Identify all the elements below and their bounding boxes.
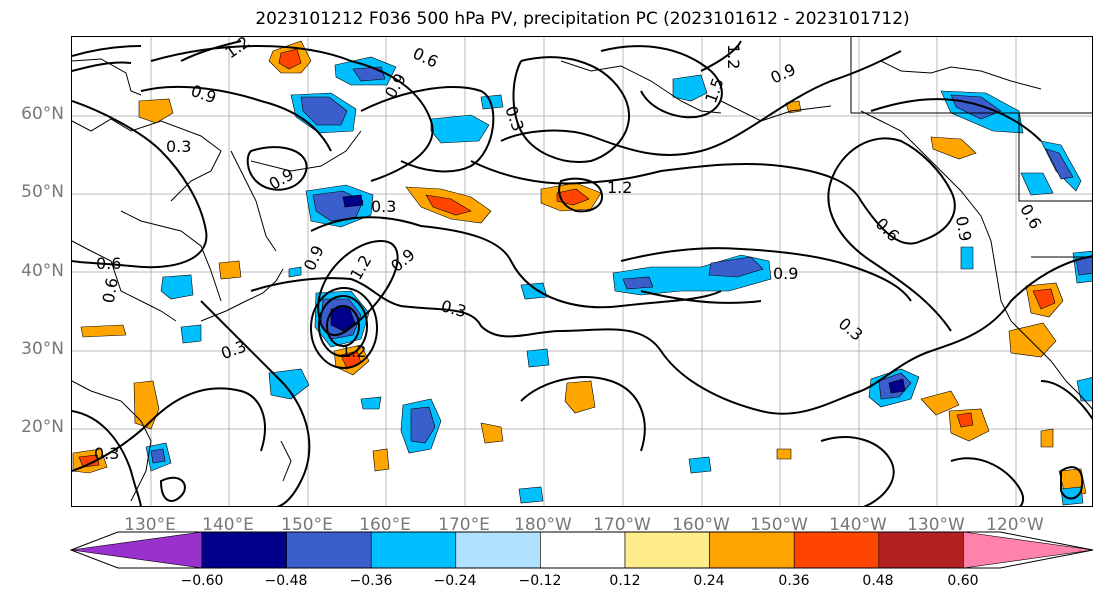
colorbar-tick-label: 0.48 [862, 573, 894, 589]
lon-label-160w: 160°W [672, 515, 730, 535]
lon-label-150w: 150°W [750, 515, 808, 535]
colorbar [69, 531, 1094, 569]
contour-label: 0.9 [188, 81, 218, 108]
colorbar-tick-label: 0.36 [778, 573, 810, 589]
lat-label-20n: 20°N [21, 417, 64, 437]
colorbar-tick-label: 0.24 [693, 573, 725, 589]
precip-shading [72, 40, 1092, 506]
colorbar-segment [878, 531, 964, 569]
colorbar-segment [540, 531, 626, 569]
coastlines [72, 37, 1092, 502]
colorbar-tick-label: −0.12 [518, 573, 562, 589]
map-svg: 1.2 0.6 0.9 0.3 0.3 0.9 0.6 0.9 0.3 1.2 … [72, 37, 1092, 506]
contour-label: 0.3 [439, 296, 469, 321]
lon-label-170e: 170°E [438, 515, 490, 535]
lon-label-140w: 140°W [829, 515, 887, 535]
contour-label: 0.9 [387, 245, 419, 276]
lon-label-170w: 170°W [593, 515, 651, 535]
contour-label: 0.3 [218, 337, 248, 364]
pv-contours [72, 40, 1092, 506]
contour-label: 0.3 [166, 137, 191, 156]
contour-label: 0.9 [300, 242, 328, 273]
lat-label-50n: 50°N [21, 182, 64, 202]
colorbar-tick-label: 0.12 [609, 573, 641, 589]
colorbar-extend-max [963, 531, 1094, 569]
colorbar-tick-label: 0.60 [947, 573, 979, 589]
lon-label-120w: 120°W [986, 515, 1044, 535]
contour-label: 0.6 [99, 276, 122, 304]
lon-label-130e: 130°E [124, 515, 176, 535]
contour-label: 0.6 [1016, 201, 1045, 233]
lon-label-140e: 140°E [202, 515, 254, 535]
contour-label: 0.6 [96, 254, 121, 273]
lon-label-180w: 180°W [514, 515, 572, 535]
colorbar-tick-label: −0.48 [264, 573, 308, 589]
lon-label-150e: 150°E [281, 515, 333, 535]
contour-label: 1.5 [701, 75, 728, 105]
lat-label-60n: 60°N [21, 104, 64, 124]
lat-label-30n: 30°N [21, 339, 64, 359]
lat-label-40n: 40°N [21, 261, 64, 281]
colorbar-segment [624, 531, 710, 569]
contour-label: 0.3 [501, 103, 528, 133]
colorbar-tick-label: −0.36 [349, 573, 393, 589]
colorbar-segment [370, 531, 457, 569]
colorbar-segment [286, 531, 372, 569]
contour-label: 1.2 [341, 342, 366, 361]
contour-label: 0.9 [773, 264, 798, 283]
contour-label: 1.2 [607, 178, 632, 197]
lon-label-160e: 160°E [359, 515, 411, 535]
colorbar-extend-min [70, 531, 203, 569]
colorbar-tick-label: −0.60 [180, 573, 224, 589]
contour-label: 0.3 [94, 444, 119, 463]
lon-label-130w: 130°W [907, 515, 965, 535]
colorbar-segment [201, 531, 287, 569]
chart-title: 2023101212 F036 500 hPa PV, precipitatio… [255, 9, 910, 29]
colorbar-segment [709, 531, 795, 569]
contour-label: 1.2 [222, 37, 254, 62]
colorbar-segment [455, 531, 541, 569]
colorbar-segment [793, 531, 880, 569]
contour-label: 0.6 [410, 44, 441, 72]
colorbar-tick-label: −0.24 [433, 573, 477, 589]
map-panel[interactable]: 1.2 0.6 0.9 0.3 0.3 0.9 0.6 0.9 0.3 1.2 … [71, 36, 1093, 507]
contour-label: 0.9 [768, 60, 799, 88]
contour-label: 1.2 [724, 44, 743, 69]
contour-label: 0.3 [835, 314, 867, 345]
contour-label: 0.3 [371, 197, 396, 216]
contour-label: 0.9 [952, 215, 975, 243]
